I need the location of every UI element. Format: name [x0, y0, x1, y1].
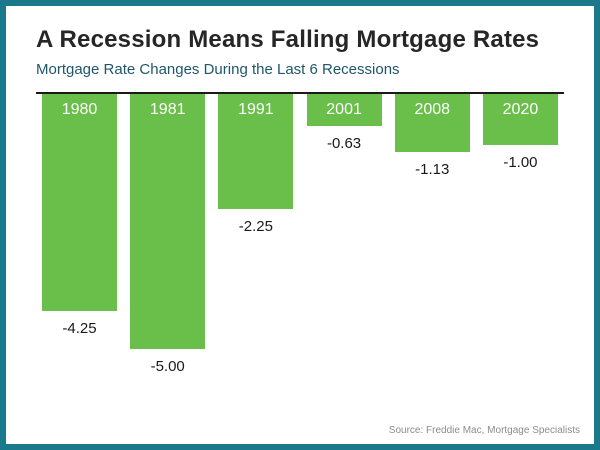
bar-chart: 1980 -4.25 1981 -5.00 1991 -2.25 2001 -0.63 2008…	[36, 92, 564, 375]
page-subtitle: Mortgage Rate Changes During the Last 6 …	[36, 61, 400, 78]
bar-column: 1991 -2.25	[218, 94, 294, 235]
bar-column: 2008 -1.13	[394, 94, 470, 178]
bar-year-label: 1981	[149, 101, 186, 118]
bar: 2008	[394, 94, 470, 152]
bar-column: 2001 -0.63	[306, 94, 382, 152]
bar: 2020	[482, 94, 558, 145]
bar: 1980	[42, 94, 117, 311]
bar-year-label: 1991	[238, 101, 274, 118]
bar-value-label: -2.25	[238, 218, 273, 235]
bar-value-label: -1.00	[503, 154, 538, 171]
bar-year-label: 2001	[326, 101, 362, 118]
bar-value-label: -5.00	[150, 358, 185, 375]
bar-value-label: -1.13	[415, 161, 450, 178]
bar-column: 1980 -4.25	[42, 94, 117, 337]
bar-year-label: 2008	[414, 101, 451, 118]
bar-year-label: 1980	[61, 101, 98, 118]
bar-column: 2020 -1.00	[482, 94, 558, 171]
source-attribution: Source: Freddie Mac, Mortgage Specialist…	[388, 425, 580, 436]
bar-value-label: -4.25	[62, 320, 97, 337]
bar-year-label: 2020	[502, 101, 539, 118]
bar: 1981	[130, 94, 206, 349]
bar: 1991	[218, 94, 294, 209]
bar: 2001	[306, 94, 382, 126]
bar-column: 1981 -5.00	[130, 94, 206, 375]
header: A Recession Means Falling Mortgage Rates…	[6, 6, 594, 78]
page-title: A Recession Means Falling Mortgage Rates	[36, 26, 540, 53]
bar-value-label: -0.63	[326, 135, 362, 152]
